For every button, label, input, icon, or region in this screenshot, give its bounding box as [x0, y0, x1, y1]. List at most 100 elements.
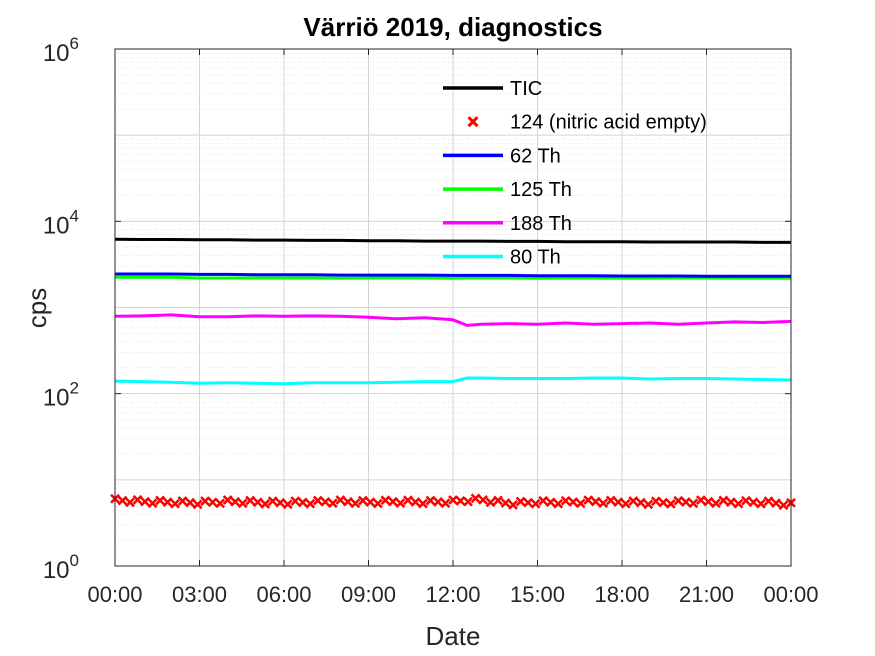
data-point-marker	[680, 497, 691, 507]
data-point-marker	[425, 495, 436, 506]
data-point-marker	[568, 497, 579, 507]
data-point-marker	[440, 498, 451, 509]
series-line-188-th	[114, 313, 792, 327]
data-point-marker	[373, 498, 383, 509]
data-point-marker	[222, 495, 233, 505]
x-tick-label: 06:00	[256, 582, 311, 607]
series-markers-124-nitric-acid-empty	[110, 493, 796, 511]
data-point-marker	[485, 497, 496, 508]
x-tick-label: 00:00	[763, 582, 818, 607]
legend-label: 125 Th	[510, 179, 572, 201]
data-point-marker	[778, 500, 789, 511]
x-axis-label: Date	[426, 621, 481, 651]
data-point-marker	[200, 496, 211, 506]
data-point-marker	[515, 496, 526, 507]
data-point-marker	[125, 497, 135, 508]
data-point-marker	[282, 499, 293, 510]
y-tick-marks	[115, 48, 791, 567]
data-point-marker	[320, 497, 331, 507]
data-point-marker	[763, 496, 774, 506]
legend-item-125-th: 125 Th	[443, 179, 572, 201]
data-point-marker	[245, 495, 256, 506]
data-point-marker	[530, 498, 541, 509]
data-point-marker	[628, 496, 639, 506]
data-point-marker	[357, 495, 368, 506]
data-point-marker	[170, 498, 180, 509]
y-tick-label: 100	[43, 551, 79, 584]
y-axis-label: cps	[22, 288, 52, 328]
legend-item-124-nitric-acid-empty: 124 (nitric acid empty)	[467, 112, 707, 134]
data-point-marker	[177, 496, 188, 506]
data-point-marker	[388, 496, 398, 507]
data-point-marker	[493, 495, 503, 506]
data-point-marker	[658, 497, 669, 508]
data-point-marker	[185, 497, 195, 508]
y-tick-label: 106	[43, 34, 79, 67]
data-point-marker	[733, 498, 744, 509]
legend: TIC 124 (nitric acid empty) 62 Th 125 Th 188…	[443, 78, 707, 269]
data-point-marker	[342, 496, 353, 507]
legend-label: 80 Th	[510, 247, 561, 269]
legend-label: 188 Th	[510, 213, 572, 235]
x-tick-label: 00:00	[87, 582, 142, 607]
data-point-marker	[553, 498, 564, 509]
y-tick-label: 102	[43, 379, 79, 412]
data-point-marker	[523, 497, 533, 508]
data-point-marker	[147, 498, 158, 509]
legend-item-62-th: 62 Th	[443, 145, 561, 167]
data-point-marker	[380, 495, 391, 506]
legend-label: TIC	[510, 78, 542, 100]
data-point-marker	[418, 498, 428, 509]
data-point-marker	[726, 497, 736, 507]
data-point-marker	[545, 497, 556, 508]
data-point-marker	[620, 498, 631, 509]
data-point-marker	[230, 496, 241, 507]
data-point-marker	[403, 495, 413, 506]
data-point-marker	[665, 499, 676, 509]
data-point-marker	[297, 497, 308, 508]
plot-series	[110, 237, 796, 511]
data-point-marker	[132, 494, 143, 505]
y-tick-label: 104	[43, 206, 79, 239]
x-tick-label: 15:00	[510, 582, 565, 607]
data-point-marker	[155, 495, 165, 506]
legend-label: 62 Th	[510, 145, 561, 167]
data-point-marker	[260, 499, 271, 509]
data-point-marker	[252, 497, 263, 508]
data-point-marker	[613, 497, 624, 507]
data-point-marker	[643, 499, 654, 510]
data-point-marker	[598, 498, 609, 509]
data-point-marker	[575, 498, 586, 509]
data-point-marker	[433, 497, 443, 507]
y-tick-labels: 100 102 104 106	[43, 34, 79, 584]
x-tick-labels: 00:00 03:00 06:00 09:00 12:00 15:00 18:00 21:00…	[87, 582, 818, 607]
data-point-marker	[718, 495, 729, 506]
data-point-marker	[162, 497, 173, 507]
x-tick-label: 03:00	[172, 582, 227, 607]
data-point-marker	[140, 496, 150, 507]
data-point-marker	[312, 495, 323, 506]
data-point-marker	[583, 495, 594, 506]
data-point-marker	[448, 495, 458, 505]
data-point-marker	[695, 495, 706, 506]
data-point-marker	[478, 494, 488, 505]
x-tick-label: 18:00	[594, 582, 649, 607]
legend-item-80-th: 80 Th	[443, 247, 561, 269]
data-point-marker	[635, 497, 646, 508]
series-line-62-th	[115, 272, 791, 278]
data-point-marker	[508, 500, 518, 510]
data-point-marker	[470, 493, 481, 504]
x-grid-lines	[199, 49, 707, 566]
data-point-marker	[703, 496, 714, 507]
data-point-marker	[215, 498, 226, 509]
x-tick-label: 12:00	[425, 582, 480, 607]
data-point-marker	[305, 498, 316, 509]
data-point-marker	[500, 498, 511, 508]
data-point-marker	[605, 495, 616, 506]
data-point-marker	[207, 497, 218, 508]
data-point-marker	[395, 498, 406, 509]
data-point-marker	[741, 495, 751, 506]
data-point-marker	[290, 496, 301, 506]
data-point-marker	[748, 497, 759, 508]
data-point-marker	[711, 498, 721, 509]
